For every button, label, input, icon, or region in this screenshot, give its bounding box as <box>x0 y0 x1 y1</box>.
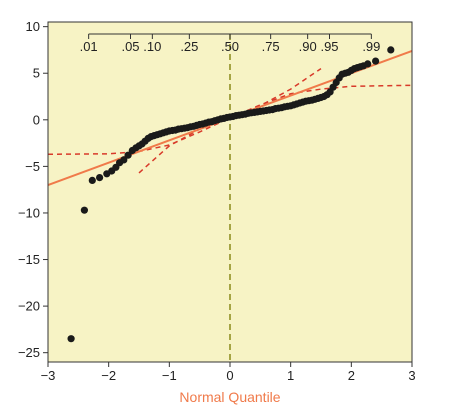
probability-tick-label: .99 <box>362 39 380 54</box>
data-point <box>364 60 372 68</box>
x-axis-title: Normal Quantile <box>179 389 280 405</box>
x-tick-label: 1 <box>287 368 294 383</box>
y-tick-label: −15 <box>18 252 40 267</box>
probability-tick-label: .25 <box>180 39 198 54</box>
data-point <box>80 206 88 214</box>
plot-area <box>48 22 412 362</box>
y-tick-label: 0 <box>33 112 40 127</box>
x-tick-label: 0 <box>226 368 233 383</box>
x-tick-label: 3 <box>408 368 415 383</box>
probability-tick-label: .75 <box>262 39 280 54</box>
data-point <box>88 176 96 184</box>
confidence-band-upper <box>138 67 322 174</box>
y-tick-label: −20 <box>18 299 40 314</box>
y-tick-label: −25 <box>18 345 40 360</box>
data-point <box>124 151 132 159</box>
probability-tick-label: .95 <box>320 39 338 54</box>
y-tick-label: 10 <box>26 19 40 34</box>
x-axis: −3 −2 −1 0 1 2 3 <box>41 362 416 383</box>
probability-tick-label: .50 <box>221 39 239 54</box>
y-tick-label: 5 <box>33 66 40 81</box>
x-tick-label: 2 <box>348 368 355 383</box>
probability-tick-label: .01 <box>80 39 98 54</box>
data-point <box>96 174 104 182</box>
data-point <box>372 57 380 65</box>
probability-axis: .01 .05 .10 .25 .50 .75 .90.95 .99 <box>80 33 380 54</box>
probability-tick-label: .10 <box>143 39 161 54</box>
y-tick-label: −5 <box>25 159 40 174</box>
probability-tick-label: .90 <box>299 39 317 54</box>
x-tick-label: −2 <box>101 368 116 383</box>
x-tick-label: −3 <box>41 368 56 383</box>
y-tick-label: −10 <box>18 205 40 220</box>
data-point <box>387 46 395 54</box>
data-points <box>67 46 395 343</box>
data-point <box>120 156 128 164</box>
confidence-band <box>47 67 413 174</box>
x-tick-label: −1 <box>162 368 177 383</box>
data-point <box>67 335 75 343</box>
y-axis: 10 5 0 −5 −10 −15 −20 −25 <box>18 19 48 360</box>
probability-tick-label: .05 <box>121 39 139 54</box>
